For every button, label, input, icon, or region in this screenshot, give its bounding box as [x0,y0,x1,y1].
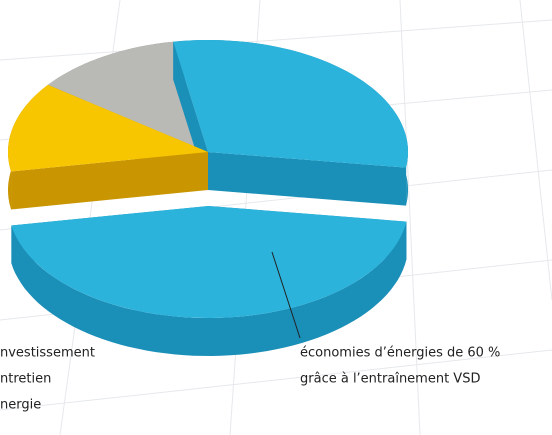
pie-slice-face [208,152,407,206]
pie-slice [47,41,208,152]
leader-line [271,251,301,339]
pie-slice-side [11,221,407,356]
pie-slice [8,84,209,172]
pie [8,40,408,356]
annotation: grâce à l’entraînement VSD [300,372,480,387]
legend-label: ntretien [0,372,51,387]
pie-slice [173,40,408,168]
legend-label: nvestissement [0,346,95,361]
annotation: économies d’énergies de 60 % [300,346,500,361]
pie-slice [11,205,407,318]
legend-label: nergie [0,398,41,413]
